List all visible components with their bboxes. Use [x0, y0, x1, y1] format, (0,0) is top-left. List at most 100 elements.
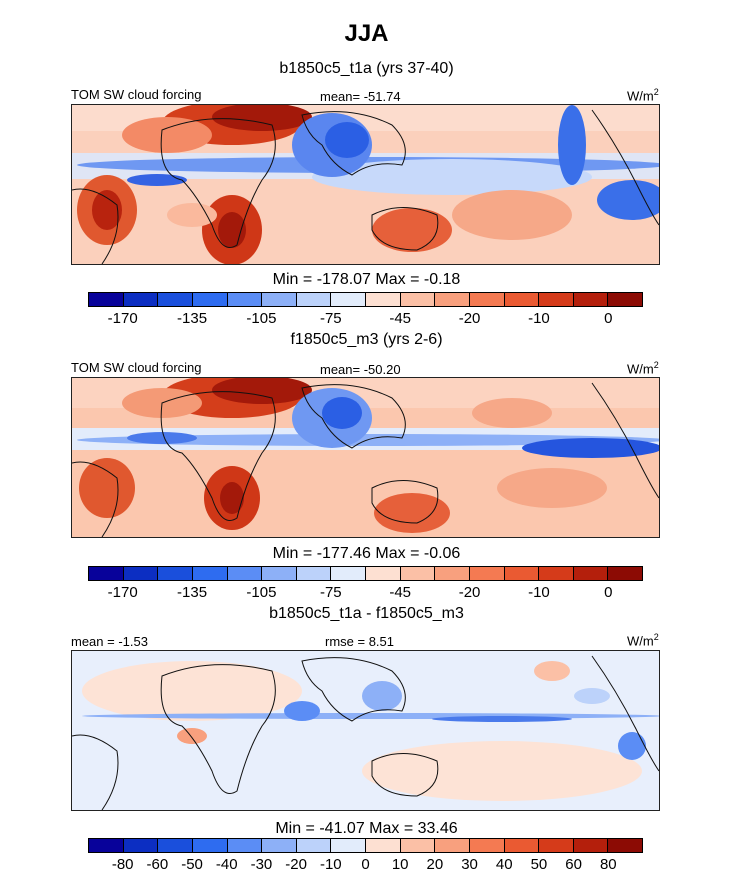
panel-2-map-field [72, 378, 659, 537]
colorbar-swatch [573, 567, 609, 580]
colorbar-tick-label: -20 [285, 856, 307, 873]
main-title: JJA [344, 20, 389, 47]
panel-3-mean-label: mean = -1.53 [71, 634, 148, 649]
colorbar-swatch [504, 567, 540, 580]
colorbar-tick-label: 0 [604, 584, 613, 601]
colorbar-tick-label: -45 [389, 310, 412, 327]
colorbar-swatch [227, 293, 263, 306]
colorbar-swatch [504, 839, 540, 852]
colorbar-swatch [400, 839, 436, 852]
colorbar-swatch [400, 293, 436, 306]
panel-1-units-label: W/m2 [627, 87, 659, 104]
colorbar-swatch [89, 839, 124, 852]
panel-1-min-max: Min = -178.07 Max = -0.18 [272, 271, 461, 288]
colorbar-swatch [192, 839, 228, 852]
colorbar-swatch [262, 567, 297, 580]
panel-1-map [71, 104, 660, 265]
colorbar-swatch [435, 839, 470, 852]
colorbar-swatch [89, 293, 124, 306]
colorbar-swatch [573, 293, 609, 306]
colorbar-swatch [227, 567, 263, 580]
colorbar-tick-label: 0 [361, 856, 370, 873]
colorbar-swatch [158, 293, 193, 306]
colorbar-swatch [331, 839, 366, 852]
panel-1-colorbar-ticks: -170 -135 -105 -75 -45 -20 -10 0 [88, 310, 643, 330]
panel-2-title: f1850c5_m3 (yrs 2-6) [290, 331, 443, 348]
colorbar-swatch [192, 567, 228, 580]
panel-1-map-field [72, 105, 659, 264]
colorbar-tick-label: -45 [389, 584, 412, 601]
colorbar-tick-label: -60 [146, 856, 169, 873]
colorbar-swatch [608, 839, 642, 852]
colorbar-tick-label: -40 [215, 856, 238, 873]
panel-2-variable-label: TOM SW cloud forcing [71, 360, 202, 375]
colorbar-swatch [504, 293, 540, 306]
colorbar-swatch [89, 567, 124, 580]
colorbar-swatch [608, 567, 642, 580]
panel-1-mean-label: mean= -51.74 [320, 89, 401, 104]
panel-2-colorbar-ticks: -170 -135 -105 -75 -45 -20 -10 0 [88, 584, 643, 604]
colorbar-swatch [296, 293, 332, 306]
colorbar-tick-label: 50 [530, 856, 548, 873]
colorbar-swatch [469, 567, 505, 580]
panel-3-colorbar [88, 838, 643, 853]
colorbar-swatch [262, 293, 297, 306]
colorbar-tick-label: 60 [565, 856, 582, 873]
colorbar-swatch [123, 567, 159, 580]
panel-1-colorbar [88, 292, 643, 307]
panel-2-map [71, 377, 660, 538]
colorbar-tick-label: -30 [250, 856, 273, 873]
colorbar-swatch [539, 293, 574, 306]
panel-2-mean-label: mean= -50.20 [320, 362, 401, 377]
colorbar-tick-label: 20 [426, 856, 444, 873]
colorbar-tick-label: -170 [107, 310, 138, 327]
colorbar-tick-label: 10 [391, 856, 409, 873]
panel-3-min-max: Min = -41.07 Max = 33.46 [275, 820, 458, 837]
colorbar-swatch [435, 293, 470, 306]
colorbar-swatch [469, 839, 505, 852]
colorbar-swatch [608, 293, 642, 306]
panel-3-rmse-label: rmse = 8.51 [325, 634, 395, 649]
colorbar-swatch [331, 293, 366, 306]
colorbar-tick-label: -50 [181, 856, 203, 873]
panel-3-colorbar-ticks: -80 -60 -50 -40 -30 -20 -10 0 10 20 30 40 50 60 80 [88, 856, 643, 876]
panel-3-map [71, 650, 660, 811]
colorbar-swatch [227, 839, 263, 852]
colorbar-tick-label: -170 [107, 584, 138, 601]
colorbar-tick-label: -10 [528, 584, 550, 601]
colorbar-swatch [366, 293, 401, 306]
colorbar-swatch [539, 839, 574, 852]
panel-2-colorbar [88, 566, 643, 581]
colorbar-swatch [469, 293, 505, 306]
colorbar-swatch [262, 839, 297, 852]
colorbar-tick-label: -105 [246, 584, 277, 601]
colorbar-swatch [296, 839, 332, 852]
colorbar-tick-label: -105 [246, 310, 277, 327]
colorbar-tick-label: 80 [599, 856, 617, 873]
colorbar-tick-label: 30 [461, 856, 478, 873]
colorbar-swatch [400, 567, 436, 580]
colorbar-swatch [158, 839, 193, 852]
colorbar-tick-label: -20 [458, 310, 481, 327]
colorbar-tick-label: 0 [604, 310, 613, 327]
panel-3-title: b1850c5_t1a - f1850c5_m3 [269, 605, 464, 622]
colorbar-tick-label: -135 [177, 310, 208, 327]
colorbar-swatch [296, 567, 332, 580]
colorbar-swatch [539, 567, 574, 580]
colorbar-tick-label: -75 [319, 584, 342, 601]
colorbar-swatch [366, 839, 401, 852]
colorbar-tick-label: -20 [458, 584, 481, 601]
colorbar-swatch [158, 567, 193, 580]
colorbar-tick-label: -10 [319, 856, 342, 873]
panel-2-units-label: W/m2 [627, 360, 659, 377]
colorbar-swatch [435, 567, 470, 580]
panel-2-min-max: Min = -177.46 Max = -0.06 [272, 545, 461, 562]
colorbar-tick-label: -135 [177, 584, 208, 601]
panel-3-units-label: W/m2 [627, 632, 659, 649]
colorbar-tick-label: 40 [495, 856, 513, 873]
colorbar-swatch [366, 567, 401, 580]
panel-3-map-field [72, 651, 659, 810]
panel-1-title: b1850c5_t1a (yrs 37-40) [279, 60, 454, 77]
colorbar-swatch [192, 293, 228, 306]
colorbar-swatch [573, 839, 609, 852]
